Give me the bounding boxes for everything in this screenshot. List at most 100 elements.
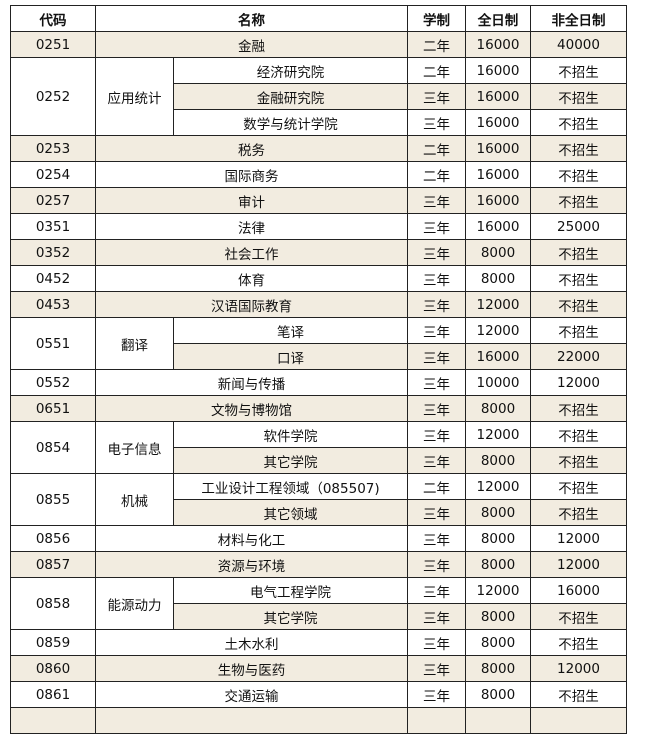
table-row: 0251 金融 二年 16000 40000 (10, 31, 627, 58)
fulltime-cell: 16000 (465, 31, 531, 58)
name-cell: 口译 (173, 343, 408, 370)
code-cell: 0251 (10, 31, 96, 58)
header-name: 名称 (95, 5, 408, 32)
fulltime-cell: 8000 (465, 603, 531, 630)
parttime-cell: 12000 (530, 655, 627, 682)
name-cell: 生物与医药 (95, 655, 408, 682)
code-cell: 0856 (10, 525, 96, 552)
header-fulltime: 全日制 (465, 5, 531, 32)
duration-cell: 二年 (407, 135, 466, 162)
code-cell: 0257 (10, 187, 96, 214)
fulltime-cell: 8000 (465, 265, 531, 292)
fulltime-cell (465, 707, 531, 734)
fulltime-cell: 16000 (465, 161, 531, 188)
duration-cell: 三年 (407, 213, 466, 240)
table-body: 0251 金融 二年 16000 40000 0252 应用统计 经济研究院 二年 16000 不招… (10, 31, 627, 734)
name-cell: 新闻与传播 (95, 369, 408, 396)
parttime-cell: 不招生 (530, 473, 627, 500)
table-row: 0857 资源与环境 三年 8000 12000 (10, 551, 627, 578)
name-cell: 数学与统计学院 (173, 109, 408, 136)
table-row: 0252 应用统计 经济研究院 二年 16000 不招生 (10, 57, 627, 136)
table-row: 0860 生物与医药 三年 8000 12000 (10, 655, 627, 682)
table-row: 0861 交通运输 三年 8000 不招生 (10, 681, 627, 708)
group-cell: 能源动力 (95, 577, 174, 630)
duration-cell: 三年 (407, 83, 466, 110)
name-cell: 经济研究院 (173, 57, 408, 84)
table-row: 0858 能源动力 电气工程学院 三年 12000 16000 (10, 577, 627, 630)
duration-cell: 三年 (407, 265, 466, 292)
duration-cell: 三年 (407, 343, 466, 370)
code-cell: 0552 (10, 369, 96, 396)
code-cell: 0860 (10, 655, 96, 682)
header-parttime: 非全日制 (530, 5, 627, 32)
duration-cell: 三年 (407, 369, 466, 396)
tuition-table: 代码 名称 学制 全日制 非全日制 0251 金融 二年 16000 40000 0252… (10, 5, 627, 734)
fulltime-cell: 16000 (465, 57, 531, 84)
duration-cell: 二年 (407, 31, 466, 58)
parttime-cell: 不招生 (530, 187, 627, 214)
name-cell: 土木水利 (95, 629, 408, 656)
fulltime-cell: 8000 (465, 447, 531, 474)
name-cell: 税务 (95, 135, 408, 162)
code-cell: 0858 (10, 577, 96, 630)
fulltime-cell: 8000 (465, 499, 531, 526)
code-cell: 0551 (10, 317, 96, 370)
fulltime-cell: 10000 (465, 369, 531, 396)
header-row: 代码 名称 学制 全日制 非全日制 (10, 5, 627, 32)
fulltime-cell: 16000 (465, 187, 531, 214)
duration-cell: 三年 (407, 681, 466, 708)
table-row: 0651 文物与博物馆 三年 8000 不招生 (10, 395, 627, 422)
table-row: 0452 体育 三年 8000 不招生 (10, 265, 627, 292)
code-cell: 0352 (10, 239, 96, 266)
table-row: 0855 机械 工业设计工程领域（085507) 二年 12000 不招生 (10, 473, 627, 526)
parttime-cell: 不招生 (530, 57, 627, 84)
duration-cell: 三年 (407, 109, 466, 136)
table-row: 0856 材料与化工 三年 8000 12000 (10, 525, 627, 552)
group-cell: 翻译 (95, 317, 174, 370)
parttime-cell: 不招生 (530, 603, 627, 630)
parttime-cell: 不招生 (530, 629, 627, 656)
parttime-cell: 不招生 (530, 109, 627, 136)
code-cell: 0854 (10, 421, 96, 474)
parttime-cell: 22000 (530, 343, 627, 370)
table-row: 其它领域 三年 8000 不招生 (11, 499, 627, 526)
code-cell: 0861 (10, 681, 96, 708)
name-cell (95, 707, 408, 734)
fulltime-cell: 8000 (465, 525, 531, 552)
name-cell: 体育 (95, 265, 408, 292)
duration-cell: 二年 (407, 57, 466, 84)
parttime-cell: 不招生 (530, 239, 627, 266)
parttime-cell: 16000 (530, 577, 627, 604)
parttime-cell: 不招生 (530, 681, 627, 708)
duration-cell: 三年 (407, 577, 466, 604)
parttime-cell: 不招生 (530, 499, 627, 526)
code-cell: 0453 (10, 291, 96, 318)
group-cell: 机械 (95, 473, 174, 526)
code-cell: 0253 (10, 135, 96, 162)
code-cell: 0452 (10, 265, 96, 292)
duration-cell: 三年 (407, 317, 466, 344)
table-row: 0859 土木水利 三年 8000 不招生 (10, 629, 627, 656)
fulltime-cell: 16000 (465, 135, 531, 162)
duration-cell: 三年 (407, 551, 466, 578)
table-row: 其它学院 三年 8000 不招生 (11, 447, 627, 474)
table-row-cutoff (10, 707, 627, 734)
table-row: 数学与统计学院 三年 16000 不招生 (11, 109, 627, 136)
fulltime-cell: 8000 (465, 681, 531, 708)
code-cell: 0651 (10, 395, 96, 422)
table-row: 0352 社会工作 三年 8000 不招生 (10, 239, 627, 266)
parttime-cell: 不招生 (530, 421, 627, 448)
fulltime-cell: 8000 (465, 629, 531, 656)
fulltime-cell: 12000 (465, 577, 531, 604)
parttime-cell: 不招生 (530, 317, 627, 344)
table-row: 0253 税务 二年 16000 不招生 (10, 135, 627, 162)
name-cell: 电气工程学院 (173, 577, 408, 604)
table-row: 0257 审计 三年 16000 不招生 (10, 187, 627, 214)
name-cell: 笔译 (173, 317, 408, 344)
duration-cell: 三年 (407, 421, 466, 448)
table-row: 口译 三年 16000 22000 (11, 343, 627, 370)
code-cell: 0254 (10, 161, 96, 188)
table-row: 其它学院 三年 8000 不招生 (11, 603, 627, 630)
fulltime-cell: 12000 (465, 473, 531, 500)
parttime-cell: 40000 (530, 31, 627, 58)
